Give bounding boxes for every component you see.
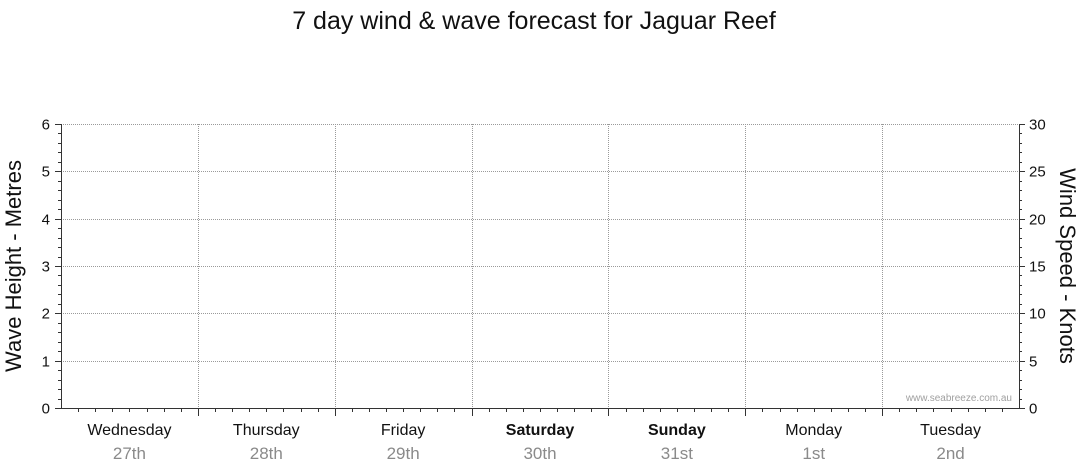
day-name-label: Thursday [233,422,300,439]
day-name-label: Tuesday [920,422,981,439]
left-axis-title: Wave Height - Metres [1,160,26,372]
right-tick-label: 20 [1029,212,1046,229]
left-tick-label: 5 [42,164,50,181]
day-name-label: Wednesday [87,422,171,439]
day-date-label: 30th [523,444,556,463]
tick-labels: 0 1 2 3 4 5 6 0 5 10 15 20 25 30 Wednesday 27th Thursday… [42,117,1046,464]
left-tick-label: 1 [42,354,50,371]
day-date-label: 29th [387,444,420,463]
right-tick-label: 10 [1029,306,1046,323]
day-name-label: Friday [381,422,425,439]
day-date-label: 31st [661,444,693,463]
day-name-label: Saturday [506,422,575,439]
grid-lines [61,124,1019,408]
left-tick-label: 3 [42,259,50,276]
day-date-label: 27th [113,444,146,463]
right-axis-title: Wind Speed - Knots [1055,168,1080,364]
day-date-label: 2nd [936,444,964,463]
left-tick-label: 6 [42,117,50,134]
left-tick-label: 2 [42,306,50,323]
left-tick-label: 4 [42,212,50,229]
right-tick-label: 0 [1029,401,1037,418]
right-tick-label: 15 [1029,259,1046,276]
right-tick-label: 30 [1029,117,1046,134]
axis-ticks [55,124,1025,416]
axes [61,124,1020,409]
right-tick-label: 5 [1029,354,1037,371]
day-date-label: 28th [250,444,283,463]
day-name-label: Sunday [648,422,706,439]
left-tick-label: 0 [42,401,50,418]
right-tick-label: 25 [1029,164,1046,181]
day-name-label: Monday [785,422,842,439]
watermark-text: www.seabreeze.com.au [905,393,1012,404]
day-date-label: 1st [802,444,825,463]
chart-title: 7 day wind & wave forecast for Jaguar Re… [292,7,776,35]
